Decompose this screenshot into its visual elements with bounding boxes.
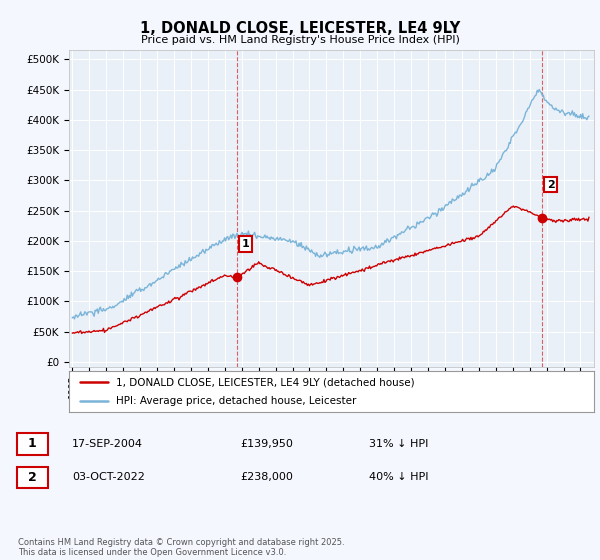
Text: 1: 1 [28, 437, 37, 450]
Text: 31% ↓ HPI: 31% ↓ HPI [369, 438, 428, 449]
Text: 2: 2 [28, 470, 37, 484]
Text: £238,000: £238,000 [240, 472, 293, 482]
Text: 17-SEP-2004: 17-SEP-2004 [72, 438, 143, 449]
Text: HPI: Average price, detached house, Leicester: HPI: Average price, detached house, Leic… [116, 396, 356, 405]
Text: 1: 1 [242, 239, 250, 249]
Text: £139,950: £139,950 [240, 438, 293, 449]
Text: 03-OCT-2022: 03-OCT-2022 [72, 472, 145, 482]
Text: 1, DONALD CLOSE, LEICESTER, LE4 9LY (detached house): 1, DONALD CLOSE, LEICESTER, LE4 9LY (det… [116, 377, 415, 387]
Text: Contains HM Land Registry data © Crown copyright and database right 2025.
This d: Contains HM Land Registry data © Crown c… [18, 538, 344, 557]
Text: 2: 2 [547, 180, 554, 190]
Text: 1, DONALD CLOSE, LEICESTER, LE4 9LY: 1, DONALD CLOSE, LEICESTER, LE4 9LY [140, 21, 460, 36]
Text: 40% ↓ HPI: 40% ↓ HPI [369, 472, 428, 482]
Text: Price paid vs. HM Land Registry's House Price Index (HPI): Price paid vs. HM Land Registry's House … [140, 35, 460, 45]
